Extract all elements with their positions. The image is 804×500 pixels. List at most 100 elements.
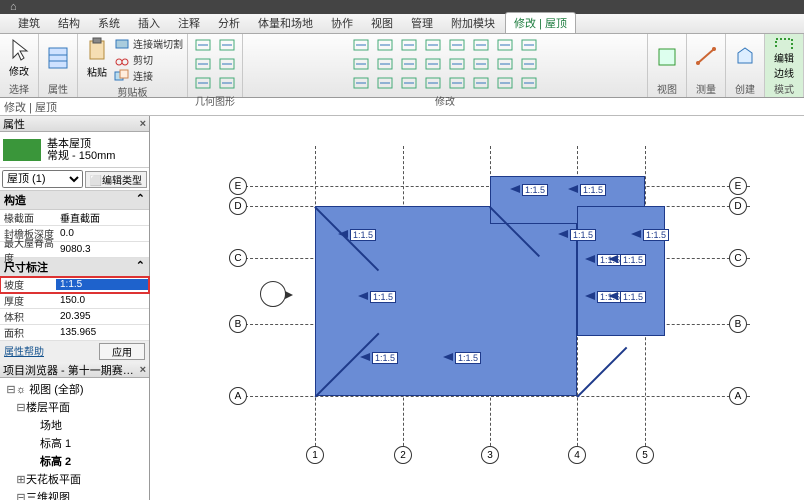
slope-label[interactable]: 1:1.5 [620, 254, 646, 266]
tool-button[interactable] [350, 55, 372, 73]
tree-node[interactable]: ⊞天花板平面 [2, 470, 147, 488]
property-row[interactable]: 体积20.395 [0, 309, 149, 325]
tree-node[interactable]: ⊟三维视图 [2, 488, 147, 500]
properties-button[interactable] [43, 36, 73, 80]
ribbon-tab[interactable]: 附加模块 [443, 13, 503, 33]
grid-bubble[interactable]: E [229, 177, 247, 195]
property-row[interactable]: 坡度1:1.5 [0, 277, 149, 293]
slope-label[interactable]: 1:1.5 [570, 229, 596, 241]
tool-button[interactable] [422, 36, 444, 54]
grid-bubble[interactable]: A [229, 387, 247, 405]
property-section-header[interactable]: 构造⌃ [0, 191, 149, 210]
slope-label[interactable]: 1:1.5 [580, 184, 606, 196]
ribbon-tab[interactable]: 注释 [170, 13, 208, 33]
edit-boundary-button[interactable]: 编辑 边线 [769, 36, 799, 80]
edit-type-button[interactable]: ⬜编辑类型 [85, 171, 147, 188]
slope-label[interactable]: 1:1.5 [370, 291, 396, 303]
slope-label[interactable]: 1:1.5 [372, 352, 398, 364]
ribbon-tab[interactable]: 体量和场地 [250, 13, 321, 33]
ribbon-tab[interactable]: 结构 [50, 13, 88, 33]
tool-button[interactable] [470, 55, 492, 73]
tool-button[interactable] [446, 55, 468, 73]
tool-button[interactable] [374, 55, 396, 73]
drawing-canvas[interactable]: EEDDCCBBAA123451:1.51:1.51:1.51:1.51:1.5… [150, 116, 804, 500]
apply-button[interactable]: 应用 [99, 343, 145, 360]
tool-button[interactable] [350, 74, 372, 92]
cut-button[interactable]: 剪切 [114, 52, 183, 67]
tool-button[interactable] [422, 55, 444, 73]
ribbon-tab[interactable]: 视图 [363, 13, 401, 33]
ribbon-tab[interactable]: 插入 [130, 13, 168, 33]
ribbon-tab[interactable]: 建筑 [10, 13, 48, 33]
tool-button[interactable] [192, 36, 214, 54]
tool-button[interactable] [398, 36, 420, 54]
property-row[interactable]: 面积135.965 [0, 325, 149, 341]
tool-button[interactable] [350, 36, 372, 54]
cut-join-button[interactable]: 连接端切割 [114, 36, 183, 51]
tool-button[interactable] [494, 36, 516, 54]
ribbon-tab[interactable]: 系统 [90, 13, 128, 33]
tool-button[interactable] [398, 74, 420, 92]
grid-bubble[interactable]: A [729, 387, 747, 405]
slope-label[interactable]: 1:1.5 [455, 352, 481, 364]
ribbon-tab[interactable]: 协作 [323, 13, 361, 33]
tool-button[interactable] [216, 74, 238, 92]
tool-button[interactable] [422, 74, 444, 92]
grid-bubble[interactable]: D [229, 197, 247, 215]
ribbon-tab[interactable]: 分析 [210, 13, 248, 33]
tool-button[interactable] [192, 74, 214, 92]
close-icon[interactable]: × [140, 118, 146, 130]
tool-button[interactable] [518, 55, 540, 73]
properties-header[interactable]: 属性 × [0, 116, 149, 132]
browser-header[interactable]: 项目浏览器 - 第十一期赛题第一题: 屋… × [0, 362, 149, 378]
tool-button[interactable] [470, 74, 492, 92]
tool-button[interactable] [216, 36, 238, 54]
tool-button[interactable] [518, 36, 540, 54]
grid-bubble[interactable]: 2 [394, 446, 412, 464]
grid-bubble[interactable]: E [729, 177, 747, 195]
grid-bubble[interactable]: 3 [481, 446, 499, 464]
join-button[interactable]: 连接 [114, 68, 183, 83]
grid-bubble[interactable]: 5 [636, 446, 654, 464]
property-section-header[interactable]: 尺寸标注⌃ [0, 258, 149, 277]
tool-button[interactable] [518, 74, 540, 92]
close-icon[interactable]: × [140, 364, 146, 376]
create-button[interactable] [730, 36, 760, 80]
tool-button[interactable] [374, 36, 396, 54]
grid-bubble[interactable]: 1 [306, 446, 324, 464]
ribbon-tab[interactable]: 修改 | 屋顶 [505, 12, 576, 33]
slope-label[interactable]: 1:1.5 [620, 291, 646, 303]
type-preview[interactable]: 基本屋顶 常规 - 150mm [0, 132, 149, 168]
properties-help-link[interactable]: 属性帮助 [4, 343, 44, 360]
grid-bubble[interactable]: D [729, 197, 747, 215]
tool-button[interactable] [446, 74, 468, 92]
measure-button[interactable] [691, 36, 721, 80]
slope-label[interactable]: 1:1.5 [643, 229, 669, 241]
tool-button[interactable] [446, 36, 468, 54]
selection-filter[interactable]: 屋顶 (1) [2, 170, 83, 188]
tree-node[interactable]: 标高 1 [2, 434, 147, 452]
tree-node[interactable]: ⊟☼ 视图 (全部) [2, 380, 147, 398]
tool-button[interactable] [494, 74, 516, 92]
ribbon-tab[interactable]: 管理 [403, 13, 441, 33]
tree-node[interactable]: 标高 2 [2, 452, 147, 470]
property-row[interactable]: 最大屋脊高度9080.3 [0, 242, 149, 258]
grid-bubble[interactable]: B [229, 315, 247, 333]
tool-button[interactable] [470, 36, 492, 54]
tool-button[interactable] [494, 55, 516, 73]
modify-button[interactable]: 修改 [4, 36, 34, 80]
grid-bubble[interactable]: 4 [568, 446, 586, 464]
grid-bubble[interactable]: B [729, 315, 747, 333]
grid-bubble[interactable]: C [229, 249, 247, 267]
tool-button[interactable] [398, 55, 420, 73]
tree-node[interactable]: ⊟楼层平面 [2, 398, 147, 416]
slope-label[interactable]: 1:1.5 [350, 229, 376, 241]
slope-label[interactable]: 1:1.5 [522, 184, 548, 196]
paste-button[interactable]: 粘贴 [82, 36, 112, 80]
roof-footprint[interactable] [577, 206, 665, 336]
grid-bubble[interactable]: C [729, 249, 747, 267]
tool-button[interactable] [216, 55, 238, 73]
property-row[interactable]: 椽截面垂直截面 [0, 210, 149, 226]
view-button[interactable] [652, 36, 682, 80]
tool-button[interactable] [374, 74, 396, 92]
